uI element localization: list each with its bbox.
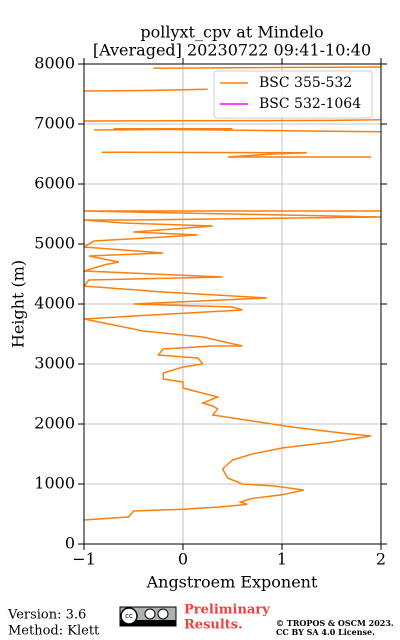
y-tick-label: 6000	[34, 174, 75, 193]
method-text: Method: Klett	[8, 624, 100, 639]
notice-text: Results.	[184, 618, 243, 633]
y-axis-label: Height (m)	[9, 260, 28, 348]
copyright-text: © TROPOS & OSCM 2023.	[276, 618, 394, 628]
svg-text:cc: cc	[125, 612, 133, 620]
plot-frame	[83, 63, 382, 545]
version-text: Version: 3.6	[7, 608, 86, 623]
cc-logo: cc	[119, 606, 177, 627]
notice-text: Preliminary	[184, 603, 270, 618]
x-axis-label: Angstroem Exponent	[146, 573, 318, 592]
data-line	[84, 66, 381, 521]
y-tick-label: 4000	[34, 294, 75, 313]
x-tick-label: 1	[277, 550, 287, 569]
chart-title: pollyxt_cpv at Mindelo	[140, 23, 323, 42]
y-tick-label: 7000	[34, 114, 75, 133]
legend-label: BSC 355-532	[259, 75, 352, 91]
y-tick-label: 8000	[34, 54, 75, 73]
y-tick-label: 0	[65, 534, 75, 553]
x-tick-label: 0	[178, 550, 188, 569]
legend-label: BSC 532-1064	[259, 96, 361, 112]
legend-box	[213, 70, 373, 119]
y-tick-label: 1000	[34, 474, 75, 493]
y-tick-label: 5000	[34, 234, 75, 253]
copyright-text: CC BY SA 4.0 License.	[276, 627, 375, 637]
chart-title: [Averaged] 20230722 09:41-10:40	[93, 41, 371, 60]
y-tick-label: 3000	[34, 354, 75, 373]
x-tick-label: 2	[376, 550, 386, 569]
y-tick-label: 2000	[34, 414, 75, 433]
x-tick-label: −1	[72, 550, 96, 569]
